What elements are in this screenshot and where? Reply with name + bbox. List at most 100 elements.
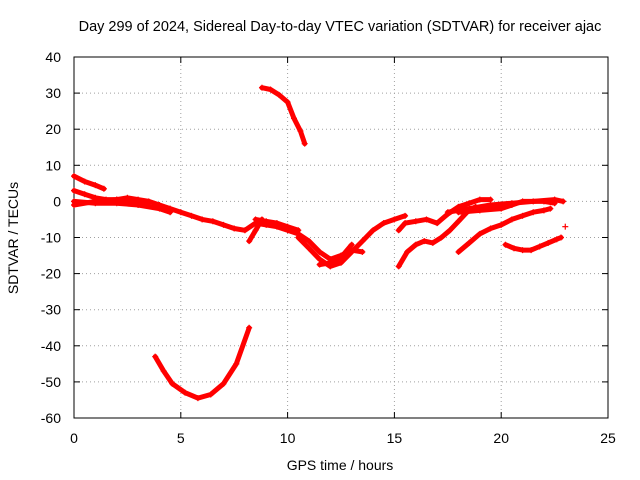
data-point (438, 234, 445, 241)
data-point (305, 245, 312, 252)
data-point (284, 223, 291, 230)
data-point (412, 241, 419, 248)
y-axis-label: SDTVAR / TECUs (5, 182, 21, 294)
series-track-p (455, 198, 558, 216)
data-point (276, 91, 283, 98)
data-point (177, 209, 184, 216)
data-point (466, 200, 473, 207)
data-point (519, 247, 526, 254)
data-point (511, 245, 518, 252)
data-point (540, 207, 547, 214)
tick-layer (73, 56, 609, 419)
data-point (370, 227, 377, 234)
data-point (560, 198, 567, 205)
series-track-d (71, 196, 152, 209)
data-point (348, 241, 355, 248)
data-point (295, 234, 302, 241)
data-point (71, 173, 77, 180)
data-point (380, 220, 387, 227)
data-point (220, 221, 227, 228)
series-track-q (502, 234, 565, 254)
data-point (466, 239, 473, 246)
data-point (519, 212, 526, 219)
series-line (259, 85, 308, 147)
y-tick-label: -10 (41, 230, 61, 246)
data-point (220, 380, 227, 387)
data-point (404, 248, 411, 255)
data-point (530, 209, 537, 216)
data-point (348, 248, 355, 255)
data-point (81, 191, 88, 198)
data-point (297, 128, 304, 135)
data-point (156, 205, 163, 212)
data-point (412, 218, 419, 225)
series-track-a (71, 173, 107, 192)
data-point (502, 241, 509, 248)
data-point (160, 368, 167, 375)
series-track-e (152, 324, 253, 402)
x-axis-label: GPS time / hours (287, 457, 394, 473)
data-point (455, 218, 462, 225)
x-tick-label: 20 (493, 430, 509, 446)
data-point (81, 178, 88, 185)
data-point (188, 212, 195, 219)
data-point (71, 202, 77, 209)
data-point (553, 236, 560, 243)
data-point (391, 216, 398, 223)
data-point (267, 86, 274, 93)
data-point (71, 187, 77, 194)
series-track-r (562, 223, 569, 230)
data-point (528, 247, 535, 254)
data-point (199, 216, 206, 223)
data-point (508, 202, 515, 209)
x-tick-label: 25 (600, 430, 616, 446)
y-tick-label: 0 (53, 193, 61, 209)
data-point (498, 221, 505, 228)
data-point (395, 227, 402, 234)
data-point (182, 389, 189, 396)
data-point (316, 261, 323, 268)
y-tick-label: -40 (41, 338, 61, 354)
data-point (547, 205, 554, 212)
x-tick-label: 5 (177, 430, 185, 446)
data-point (258, 84, 265, 91)
data-point (402, 212, 409, 219)
data-point (241, 227, 248, 234)
data-point (540, 198, 547, 205)
data-point (301, 140, 308, 147)
data-point (558, 234, 565, 241)
y-tick-label: -20 (41, 266, 61, 282)
data-point (92, 182, 99, 189)
series-track-h (252, 216, 302, 234)
x-tick-label: 10 (280, 430, 296, 446)
data-point (338, 259, 344, 266)
data-point (455, 209, 462, 216)
data-point (246, 238, 253, 245)
data-point (421, 238, 428, 245)
data-point (145, 200, 152, 207)
y-tick-label: 10 (45, 157, 61, 173)
series-track-o (455, 205, 554, 255)
x-tick-label: 0 (70, 430, 78, 446)
data-point (444, 209, 451, 216)
series-line (71, 173, 107, 192)
data-point (327, 259, 334, 266)
data-point (209, 218, 216, 225)
data-point (135, 198, 142, 205)
data-point (562, 223, 569, 230)
data-point (476, 207, 483, 214)
data-point (536, 243, 543, 250)
data-point (487, 196, 494, 203)
data-point (92, 198, 99, 205)
data-point (359, 248, 366, 255)
data-point (273, 220, 280, 227)
y-tick-label: -30 (41, 302, 61, 318)
series-track-g (258, 84, 308, 147)
data-point (359, 238, 366, 245)
data-point (487, 225, 494, 232)
data-point (316, 248, 323, 255)
data-point (476, 196, 483, 203)
series-line (317, 242, 355, 268)
data-point (295, 227, 302, 234)
